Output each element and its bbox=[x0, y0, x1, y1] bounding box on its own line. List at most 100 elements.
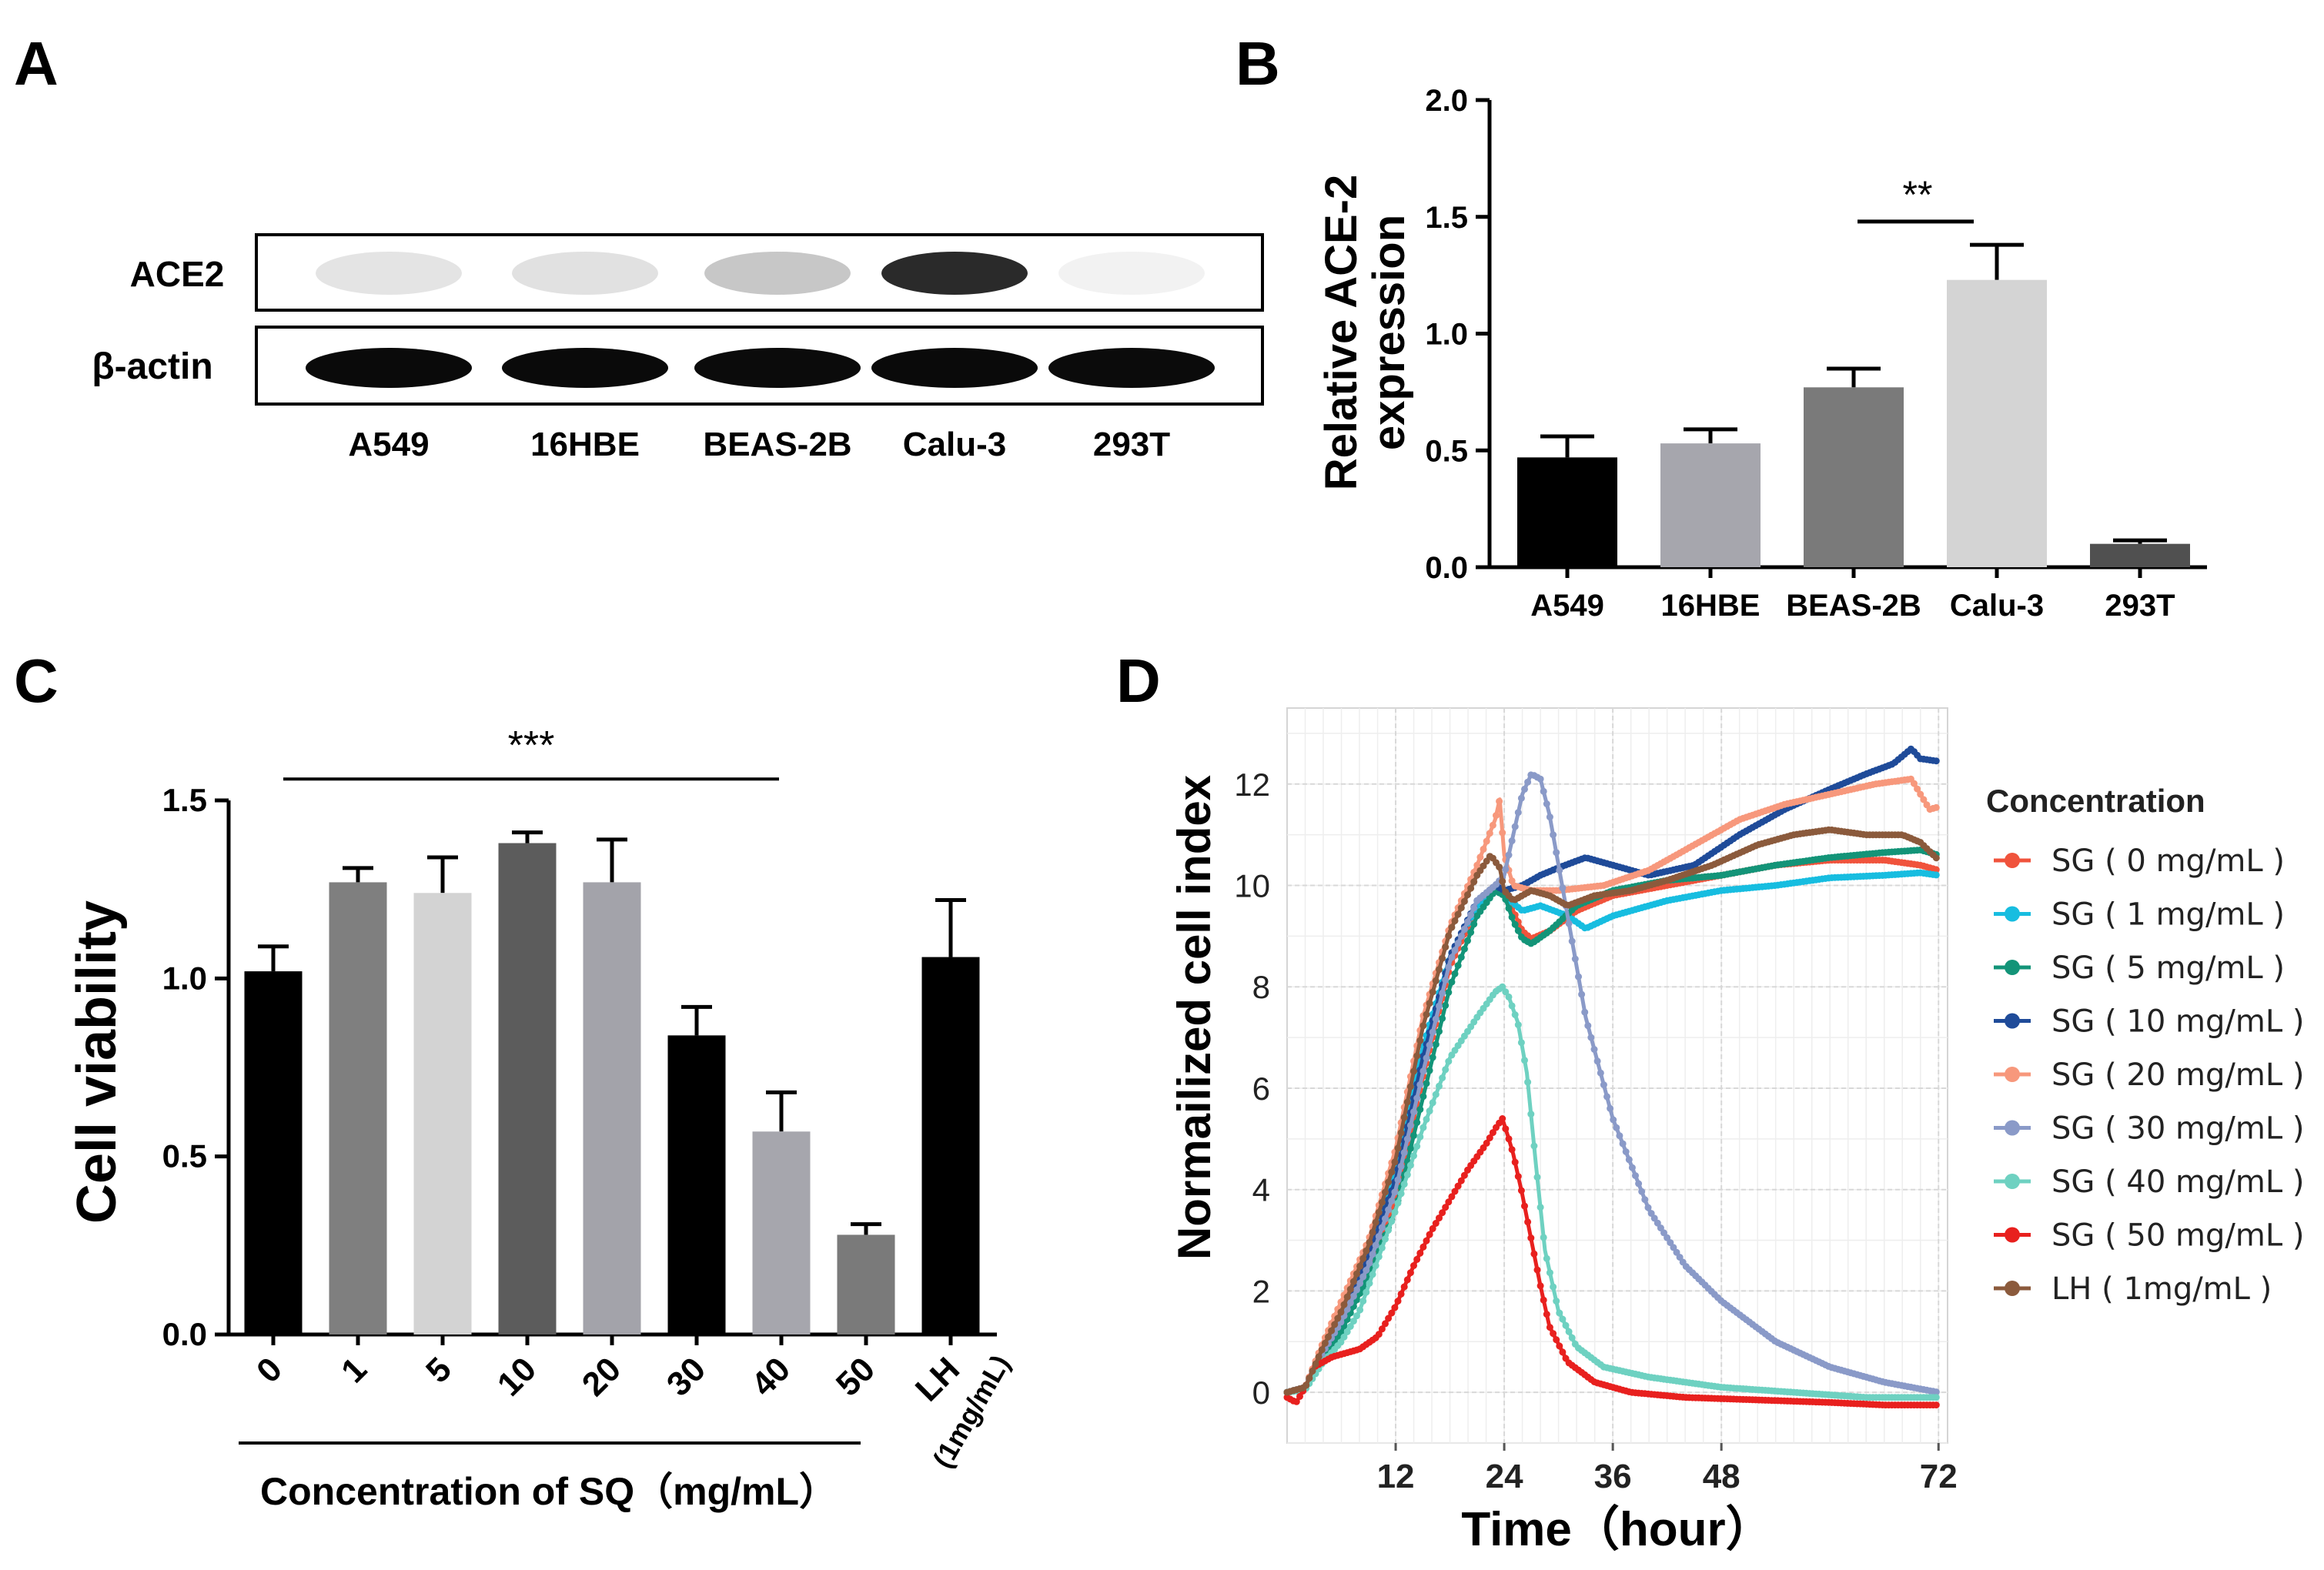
series-point bbox=[1911, 780, 1918, 787]
series-point bbox=[1597, 1069, 1604, 1077]
x-tick-label: 1 bbox=[334, 1350, 374, 1390]
panel-d: D 12 24 36 48 72024681012Time（hour）Normailiz… bbox=[1116, 646, 2304, 1556]
series-point bbox=[1378, 1224, 1386, 1231]
series-point bbox=[1436, 1214, 1443, 1222]
series-point bbox=[1426, 1041, 1433, 1049]
series-point bbox=[1505, 851, 1513, 859]
blot-label-ace2: ACE2 bbox=[130, 254, 225, 294]
series-point bbox=[1372, 1241, 1379, 1249]
series-point bbox=[1641, 1196, 1649, 1204]
series-point bbox=[1423, 1010, 1430, 1018]
series-point bbox=[1432, 977, 1440, 984]
series-point bbox=[1499, 983, 1506, 990]
series-group bbox=[1283, 826, 1940, 1396]
series-point bbox=[1543, 800, 1550, 807]
series-point bbox=[1423, 1237, 1430, 1244]
series-point bbox=[1340, 1301, 1348, 1308]
x-tick-label: Calu-3 bbox=[1950, 589, 2044, 623]
series-point bbox=[1388, 1309, 1396, 1317]
lane-label: Calu-3 bbox=[903, 426, 1006, 463]
series-point bbox=[1406, 1083, 1414, 1091]
series-point bbox=[1406, 1121, 1414, 1129]
series-point bbox=[1517, 1187, 1525, 1194]
series-point bbox=[1369, 1251, 1376, 1258]
series-point bbox=[1416, 1081, 1424, 1088]
series-point bbox=[1416, 1249, 1424, 1257]
series-point bbox=[1366, 1259, 1373, 1267]
series-point bbox=[1460, 1171, 1468, 1179]
series-point bbox=[1670, 1244, 1677, 1251]
series-point bbox=[1363, 1288, 1370, 1296]
series-point bbox=[1406, 1144, 1414, 1152]
series-point bbox=[1442, 944, 1450, 951]
series-point bbox=[1385, 1314, 1393, 1322]
bar bbox=[244, 971, 303, 1334]
series-point bbox=[1328, 1327, 1336, 1334]
series-point bbox=[1540, 1296, 1547, 1304]
series-point bbox=[1416, 1133, 1424, 1141]
series-point bbox=[1394, 1199, 1402, 1207]
series-point bbox=[1439, 1209, 1446, 1217]
series-point bbox=[1635, 1180, 1643, 1188]
legend-label: SG ( 1 mg/mL ) bbox=[2051, 897, 2285, 933]
legend-label: LH ( 1mg/mL ) bbox=[2051, 1271, 2272, 1307]
series-point bbox=[1436, 966, 1443, 974]
series-point bbox=[1628, 1164, 1636, 1171]
series-point bbox=[1467, 911, 1475, 919]
series-point bbox=[1406, 1161, 1414, 1169]
significance-label: ** bbox=[1903, 173, 1933, 216]
series-point bbox=[1349, 1278, 1357, 1285]
series-point bbox=[1511, 823, 1519, 830]
series-point bbox=[1508, 877, 1516, 885]
series-point bbox=[1436, 1082, 1443, 1090]
panel-c: C 0.00.51.01.50 1 5 10 20 30 40 50 LH(1mg/mL)Con… bbox=[14, 646, 1016, 1513]
panel-b: B 0.0 0.5 1.0 1.5 2.0 A549 16HBE BEAS-2B Calu-3 2… bbox=[1236, 29, 2207, 623]
series-group bbox=[1283, 983, 1940, 1401]
series-point bbox=[1375, 1233, 1383, 1241]
bar bbox=[329, 882, 387, 1334]
series-point bbox=[1480, 845, 1487, 853]
x-axis-label: Concentration of SQ（mg/mL） bbox=[260, 1470, 838, 1513]
actin-band bbox=[306, 348, 472, 388]
series-point bbox=[1527, 1111, 1535, 1118]
actin-bands bbox=[306, 348, 1215, 388]
series-point bbox=[1363, 1267, 1370, 1274]
series-point bbox=[1391, 1304, 1399, 1311]
series-point bbox=[1524, 1218, 1532, 1226]
series-point bbox=[1382, 1235, 1389, 1243]
series-point bbox=[1540, 1234, 1547, 1241]
series-point bbox=[1454, 962, 1462, 970]
series-group bbox=[1283, 771, 1940, 1396]
x-tick-label: 12 bbox=[1377, 1458, 1415, 1495]
series-point bbox=[1568, 1334, 1576, 1341]
series-point bbox=[1543, 1254, 1550, 1262]
actin-band bbox=[694, 348, 861, 388]
legend-title: Concentration bbox=[1986, 783, 2205, 819]
series-point bbox=[1470, 920, 1478, 928]
series-point bbox=[1932, 866, 1940, 874]
series-point bbox=[1553, 849, 1560, 857]
y-tick-label: 1.0 bbox=[162, 960, 207, 996]
x-tick-label: 36 bbox=[1594, 1458, 1632, 1495]
series-point bbox=[1432, 1220, 1440, 1227]
legend-label: SG ( 10 mg/mL ) bbox=[2051, 1004, 2304, 1040]
series-point bbox=[1932, 1394, 1940, 1401]
bar bbox=[837, 1234, 895, 1334]
series-point bbox=[1445, 989, 1453, 996]
series-point bbox=[1486, 1134, 1493, 1141]
series-point bbox=[1382, 1188, 1389, 1196]
series-point bbox=[1385, 1226, 1393, 1234]
series-point bbox=[1375, 1208, 1383, 1216]
series-point bbox=[1391, 1208, 1399, 1216]
series-point bbox=[1394, 1176, 1402, 1184]
series-point bbox=[1372, 1262, 1379, 1269]
series-point bbox=[1932, 1401, 1940, 1409]
series-point bbox=[1343, 1328, 1351, 1335]
series-point bbox=[1533, 1174, 1541, 1181]
series-point bbox=[1464, 918, 1471, 926]
series-point bbox=[1410, 1262, 1417, 1269]
series-point bbox=[1511, 1011, 1519, 1018]
series-point bbox=[1467, 884, 1475, 892]
series-point bbox=[1343, 1293, 1351, 1301]
series-point bbox=[1451, 1188, 1459, 1195]
